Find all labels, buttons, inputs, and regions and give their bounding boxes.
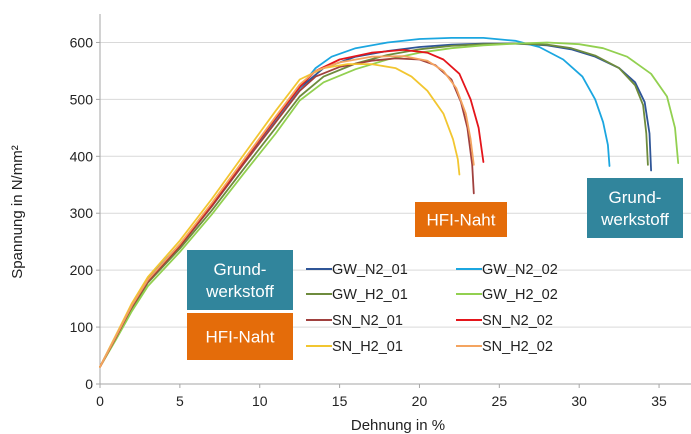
- y-tick-label: 100: [70, 319, 94, 335]
- annotation-text: werkstoff: [205, 282, 274, 301]
- legend-label: SN_N2_02: [482, 313, 553, 329]
- x-tick-labels: 0 5 10 15 20 25 30 35: [96, 384, 667, 409]
- annotation-box-hfi-naht-top: [415, 202, 507, 237]
- axes: [99, 14, 691, 385]
- x-tick-label: 15: [332, 393, 348, 409]
- legend-label: GW_H2_01: [332, 287, 408, 303]
- annotation-text: Grund-: [609, 188, 662, 207]
- series-line-sn-h2-02: [99, 55, 475, 368]
- x-tick-label: 30: [571, 393, 587, 409]
- annotation-text: Grund-: [214, 260, 267, 279]
- y-tick-label: 0: [85, 376, 93, 392]
- annotation-boxes: Grund-werkstoff HFI-Naht Grund-werkstoff HF…: [187, 178, 683, 360]
- x-tick-label: 20: [412, 393, 428, 409]
- series-lines: [99, 37, 680, 368]
- legend-label: SN_H2_01: [332, 339, 403, 355]
- annotation-text: HFI-Naht: [427, 211, 496, 230]
- annotation-text: HFI-Naht: [206, 328, 275, 347]
- y-tick-label: 400: [70, 148, 94, 164]
- series-line-gw-h2-01: [99, 42, 649, 368]
- annotation-box-grundwerkstoff-top: [587, 178, 683, 238]
- y-tick-label: 600: [70, 34, 94, 50]
- annotation-text: werkstoff: [600, 210, 669, 229]
- legend-label: GW_N2_02: [482, 262, 558, 278]
- y-axis-title: Spannung in N/mm²: [9, 145, 26, 278]
- legend-label: SN_H2_02: [482, 339, 553, 355]
- annotation-box-hfi-naht-legend: [187, 313, 293, 360]
- x-tick-label: 10: [252, 393, 268, 409]
- y-tick-label: 500: [70, 91, 94, 107]
- annotation-box-grundwerkstoff-legend: [187, 250, 293, 310]
- x-tick-label: 25: [492, 393, 508, 409]
- y-tick-labels: 0 100 200 300 400 500 600: [70, 34, 100, 392]
- x-tick-label: 5: [176, 393, 184, 409]
- legend-label: GW_N2_01: [332, 262, 408, 278]
- y-tick-label: 200: [70, 262, 94, 278]
- x-axis-title: Dehnung in %: [351, 417, 445, 434]
- legend: GW_N2_01 GW_N2_02 GW_H2_01 GW_H2_02 SN_N2_01…: [306, 262, 558, 355]
- legend-label: GW_H2_02: [482, 287, 558, 303]
- legend-label: SN_N2_01: [332, 313, 403, 329]
- x-tick-label: 35: [651, 393, 667, 409]
- y-tick-label: 300: [70, 205, 94, 221]
- x-tick-label: 0: [96, 393, 104, 409]
